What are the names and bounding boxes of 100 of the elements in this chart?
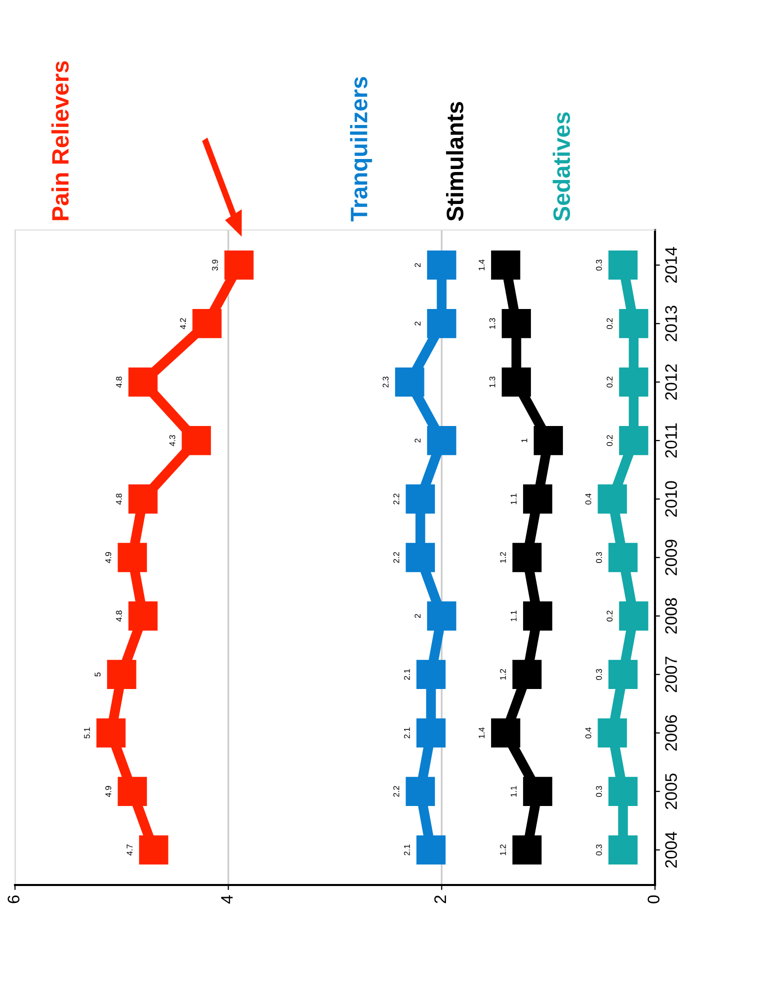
data-label: 0.2	[606, 610, 613, 622]
point	[598, 718, 627, 748]
data-label: 2.2	[393, 786, 400, 797]
data-label: 0.4	[585, 727, 592, 738]
point	[416, 718, 446, 748]
point	[96, 718, 126, 748]
x-tick-label: 4	[221, 895, 233, 904]
y-tick-label: 2012	[665, 364, 677, 400]
point	[182, 426, 211, 456]
data-label: 3.9	[212, 260, 218, 271]
data-label: 1.1	[510, 610, 516, 622]
y-tick-label: 2013	[665, 306, 677, 342]
point	[416, 835, 446, 864]
y-tick-label: 2004	[665, 832, 677, 868]
x-tick-label: 2	[434, 896, 446, 904]
data-label: 2.1	[404, 844, 410, 856]
y-tick-label: 2007	[665, 656, 677, 692]
point	[523, 776, 552, 806]
data-label: 4.8	[116, 494, 122, 505]
point	[534, 426, 563, 456]
point	[224, 250, 254, 280]
data-label: 2.1	[404, 728, 410, 738]
point	[427, 250, 456, 280]
data-label: 0.3	[596, 844, 602, 856]
y-tick-label: 2009	[665, 540, 677, 576]
data-label: 2	[414, 438, 420, 442]
data-label: 4.9	[105, 552, 112, 564]
data-label: 1.4	[478, 727, 484, 738]
x-tick-label: 6	[8, 895, 20, 904]
text: Sedatives	[552, 112, 570, 221]
y-tick-label: 2005	[665, 774, 677, 810]
data-label: 2	[414, 263, 420, 267]
data-label: 1.1	[510, 494, 516, 504]
point	[491, 718, 520, 748]
point	[118, 542, 147, 572]
point	[128, 367, 158, 397]
data-label: 0.2	[606, 318, 613, 330]
data-label: 5	[94, 672, 101, 676]
point	[406, 776, 435, 806]
data-label: 1.2	[500, 552, 506, 563]
point	[107, 660, 136, 690]
y-tick-label: 2014	[665, 247, 677, 283]
point	[598, 484, 627, 514]
data-label: 4.8	[116, 610, 122, 622]
point	[608, 776, 638, 806]
point	[502, 308, 531, 338]
data-label: 5.1	[84, 728, 90, 738]
data-label: 0.2	[606, 435, 613, 446]
data-label: 2.2	[393, 494, 400, 504]
point	[427, 426, 456, 456]
text: Tranquilizers	[350, 76, 372, 222]
data-label: 1.2	[500, 669, 506, 680]
point	[608, 542, 638, 572]
point	[139, 835, 168, 864]
data-label: 2	[414, 322, 420, 326]
data-label: 2.3	[382, 376, 389, 388]
data-label: 4.3	[169, 435, 176, 446]
point	[416, 660, 446, 690]
data-label: 0.4	[585, 493, 592, 504]
data-label: 2.2	[393, 552, 400, 563]
point	[427, 308, 456, 338]
point	[619, 426, 648, 456]
point	[523, 484, 552, 514]
data-label: 0.3	[596, 786, 602, 797]
point	[128, 601, 158, 631]
point	[619, 308, 648, 338]
data-label: 1	[521, 438, 528, 442]
data-label: 1.3	[489, 318, 496, 329]
point	[192, 308, 222, 338]
point	[512, 542, 542, 572]
data-label: 0.3	[596, 552, 602, 563]
data-label: 1.1	[510, 786, 516, 797]
point	[406, 484, 435, 514]
point	[395, 367, 424, 397]
point	[608, 660, 638, 690]
data-label: 1.4	[478, 260, 484, 270]
point	[523, 601, 552, 631]
data-label: 0.3	[596, 669, 602, 680]
data-label: 4.2	[180, 318, 186, 330]
data-label: 0.3	[596, 260, 602, 271]
data-label: 4.8	[116, 376, 122, 388]
y-tick-label: 2010	[665, 481, 677, 517]
point	[608, 835, 638, 864]
data-label: 4.9	[105, 786, 112, 798]
data-label: 1.3	[489, 376, 496, 388]
data-label: 2.1	[404, 669, 410, 680]
x-tick-label: 0	[648, 895, 660, 904]
point	[502, 367, 531, 397]
text: Pain Relievers	[51, 61, 69, 220]
data-label: 0.2	[606, 376, 613, 388]
point	[406, 542, 435, 572]
point	[619, 367, 648, 397]
point	[128, 484, 158, 514]
y-tick-label: 2006	[665, 715, 677, 751]
data-label: 1.2	[500, 844, 506, 856]
point	[512, 835, 542, 864]
y-tick-label: 2008	[665, 598, 677, 634]
y-tick-label: 2011	[665, 423, 677, 458]
data-label: 4.7	[126, 844, 132, 856]
point	[491, 250, 520, 280]
